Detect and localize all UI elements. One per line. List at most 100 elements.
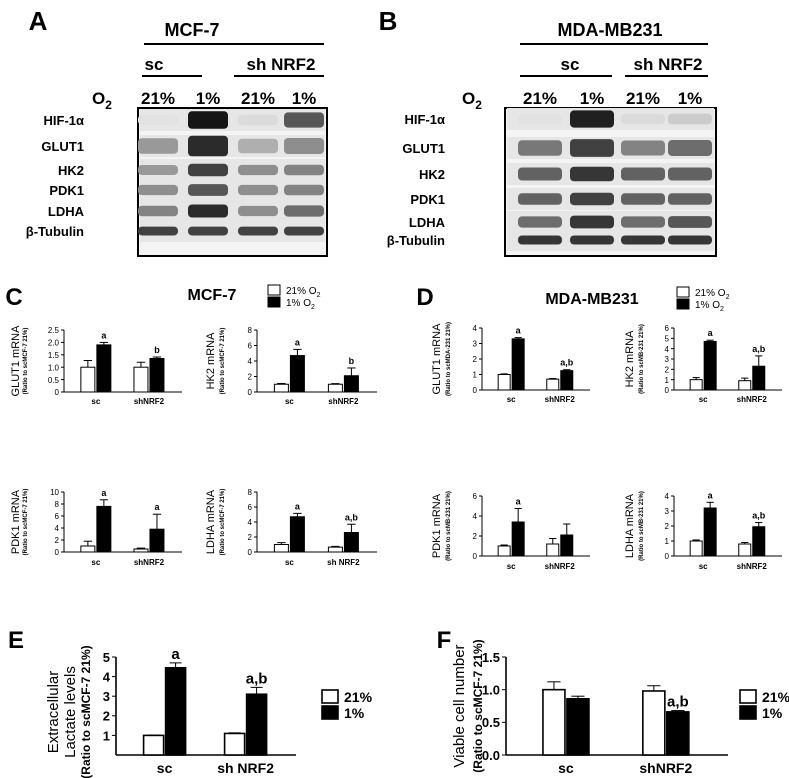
x-category-label: sc	[507, 395, 516, 404]
bar	[142, 734, 165, 756]
blot-band	[668, 193, 712, 205]
y-tick-label: 4	[248, 518, 253, 527]
y-axis-sublabel: (Ratio to scMDA-231 21%)	[446, 322, 452, 396]
panel-letter: E	[8, 627, 24, 654]
bar	[511, 521, 525, 557]
y-tick-label: 1.0	[48, 363, 60, 372]
blot-band	[188, 204, 228, 218]
blot-band	[188, 111, 228, 129]
panel-letter: A	[29, 6, 48, 36]
blot-band	[518, 235, 562, 245]
panel-letter: C	[5, 284, 22, 311]
bar	[289, 516, 305, 553]
blot-band	[138, 138, 178, 154]
significance-label: a,b	[752, 344, 766, 354]
y-tick-label: 4	[103, 670, 111, 685]
x-category-label: sc	[558, 760, 574, 776]
bar	[273, 383, 289, 393]
y-tick-label: 2.0	[48, 339, 60, 348]
panel-title: MCF-7	[188, 287, 237, 304]
blot-band	[238, 114, 278, 126]
bar	[245, 693, 268, 756]
y-tick-label: 2	[248, 373, 253, 382]
protein-label: GLUT1	[402, 141, 445, 156]
y-tick-label: 2	[248, 533, 253, 542]
blot-band	[238, 184, 278, 196]
bar	[546, 378, 560, 391]
bar	[96, 505, 112, 553]
lane-label: 1%	[196, 89, 221, 108]
bar	[327, 383, 343, 393]
blot-band	[284, 164, 324, 176]
y-tick-label: 0	[55, 548, 60, 557]
bar-chart-e: 1 2 3 4 5 Extracellular Lactate levels (Ratio t…	[45, 645, 373, 778]
blot-band	[668, 235, 712, 245]
blot-band	[621, 235, 665, 245]
protein-label: HIF-1α	[405, 112, 446, 127]
blot-band	[621, 216, 665, 228]
y-tick-label: 6	[473, 492, 478, 501]
lane-label: 1%	[292, 89, 317, 108]
y-tick-label: 3	[665, 507, 670, 516]
y-tick-label: 0	[665, 386, 670, 395]
blot-band	[188, 226, 228, 236]
blot-band	[518, 193, 562, 205]
y-tick-label: 0	[473, 386, 478, 395]
blot-band	[570, 139, 614, 157]
lane-label: 21%	[523, 89, 557, 108]
y-axis-label: GLUT1 mRNA	[10, 325, 22, 397]
bar	[666, 711, 690, 756]
bar-chart-f: 0.0 0.5 1.0 1.5 Viable cell number (Ratio to …	[451, 639, 789, 776]
blot-band	[621, 113, 665, 125]
y-tick-label: 4	[248, 357, 253, 366]
blot-band	[188, 184, 228, 196]
bar-chart-c1: 0 0.5 1.0 1.5 2.0 2.5 GLUT1 mRNA (Ratio to scMC…	[10, 325, 182, 406]
y-axis-label: Lactate levels	[62, 666, 79, 758]
y-axis-label: Viable cell number	[451, 644, 468, 767]
y-axis-label: HK2 mRNA	[624, 330, 636, 388]
blot-band	[668, 216, 712, 228]
protein-label: LDHA	[409, 215, 446, 230]
x-category-label: shNRF2	[134, 558, 165, 567]
protein-label: HIF-1α	[44, 113, 85, 128]
protein-label: PDK1	[410, 192, 445, 207]
significance-label: b	[349, 356, 355, 366]
x-category-label: sc	[285, 397, 294, 406]
blot-band	[518, 140, 562, 156]
x-category-label: shNRF2	[545, 562, 576, 571]
blot-band	[188, 135, 228, 157]
bar	[149, 528, 165, 553]
bar	[560, 534, 574, 557]
x-category-label: shNRF2	[134, 397, 165, 406]
x-category-label: shNRF2	[639, 760, 692, 776]
panel-letter: D	[416, 284, 433, 311]
y-tick-label: 4	[665, 345, 670, 354]
y-axis-sublabel: (Ratio to scMCF-7 21%)	[23, 489, 29, 556]
x-category-label: sc	[91, 558, 100, 567]
blot-band	[238, 138, 278, 154]
y-tick-label: 4	[473, 324, 478, 333]
significance-label: a	[516, 497, 522, 507]
bar	[689, 379, 703, 391]
y-tick-label: 1	[665, 537, 670, 546]
bar	[738, 543, 752, 557]
legend-label: 21% O2	[286, 286, 321, 299]
x-category-label: sc	[699, 395, 708, 404]
bar	[133, 366, 149, 393]
blot-band	[570, 192, 614, 206]
oxygen-label: O2	[462, 89, 482, 112]
blot-band	[570, 166, 614, 182]
blot-band	[138, 165, 178, 175]
y-tick-label: 6	[248, 503, 253, 512]
bar-chart-d2: 01 234 56 HK2 mRNA (Ratio to scMB-231 21%) sc…	[624, 324, 782, 404]
lane-label: 21%	[626, 89, 660, 108]
cell-line-label: MDA-MB231	[557, 20, 662, 40]
legend-label: 21%	[344, 689, 373, 705]
y-axis-sublabel: (Ratio to scMB-231 21%)	[639, 324, 645, 394]
blot-band	[518, 113, 562, 125]
y-tick-label: 1	[103, 728, 110, 743]
legend-swatch	[267, 284, 281, 296]
y-tick-label: 3	[473, 340, 478, 349]
y-tick-label: 0	[248, 388, 253, 397]
blot-band	[138, 226, 178, 236]
